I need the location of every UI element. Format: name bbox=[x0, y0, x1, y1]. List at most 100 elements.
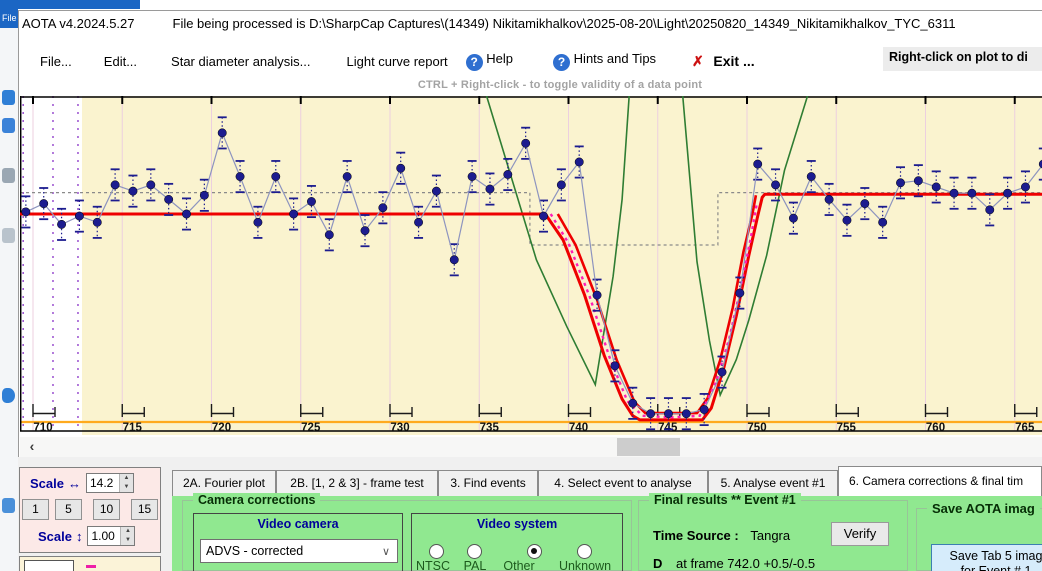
scale-v-spinner[interactable]: 1.00 ▲ ▼ bbox=[87, 526, 136, 546]
menu-exit[interactable]: ✗ Exit ... bbox=[692, 53, 755, 70]
data-point[interactable] bbox=[182, 209, 191, 219]
spinner-up-icon[interactable]: ▲ bbox=[119, 474, 133, 483]
data-point[interactable] bbox=[324, 230, 334, 240]
data-point[interactable] bbox=[485, 184, 495, 194]
data-point[interactable] bbox=[699, 405, 709, 414]
data-point[interactable] bbox=[253, 217, 263, 227]
data-point[interactable] bbox=[664, 409, 673, 419]
menu-help[interactable]: ? Help bbox=[465, 51, 513, 71]
data-point[interactable] bbox=[878, 217, 888, 227]
data-point[interactable] bbox=[74, 211, 84, 221]
data-point[interactable] bbox=[896, 178, 905, 188]
video-camera-dropdown[interactable]: ADVS - corrected ∨ bbox=[200, 539, 398, 563]
data-point[interactable] bbox=[521, 138, 531, 148]
radio-unknown[interactable] bbox=[577, 544, 592, 559]
data-point[interactable] bbox=[592, 290, 602, 300]
data-point[interactable] bbox=[128, 186, 138, 196]
scroll-left-button[interactable]: ‹ bbox=[29, 438, 35, 454]
scrollbar-thumb[interactable] bbox=[617, 438, 680, 456]
scale-h-spinner[interactable]: 14.2 ▲ ▼ bbox=[85, 473, 134, 493]
scale-v-value[interactable]: 1.00 bbox=[91, 529, 115, 543]
data-point[interactable] bbox=[842, 215, 852, 225]
data-point[interactable] bbox=[414, 217, 424, 227]
data-point[interactable] bbox=[92, 217, 102, 227]
scale-preset-15[interactable]: 15 bbox=[131, 499, 158, 520]
data-point[interactable] bbox=[539, 211, 548, 221]
data-point[interactable] bbox=[39, 199, 49, 209]
verify-button[interactable]: Verify bbox=[831, 522, 889, 546]
tab-2a-fourier-plot[interactable]: 2A. Fourier plot bbox=[172, 470, 276, 496]
data-point[interactable] bbox=[628, 398, 638, 408]
menu-star-diameter[interactable]: Star diameter analysis... bbox=[171, 53, 311, 69]
data-point[interactable] bbox=[574, 157, 584, 167]
save-tab5-image-button[interactable]: Save Tab 5 imag for Event # 1 bbox=[931, 544, 1042, 571]
data-point[interactable] bbox=[110, 180, 120, 190]
data-point[interactable] bbox=[717, 367, 727, 377]
data-point[interactable] bbox=[1038, 159, 1042, 169]
data-point[interactable] bbox=[449, 255, 459, 265]
data-point[interactable] bbox=[913, 176, 923, 186]
data-point[interactable] bbox=[378, 203, 388, 213]
data-point[interactable] bbox=[289, 209, 299, 219]
data-point[interactable] bbox=[985, 205, 995, 215]
data-point[interactable] bbox=[931, 182, 941, 192]
data-point[interactable] bbox=[146, 180, 156, 190]
data-point[interactable] bbox=[860, 199, 870, 209]
radio-ntsc[interactable] bbox=[429, 544, 444, 559]
data-point[interactable] bbox=[503, 170, 513, 179]
radio-pal[interactable] bbox=[467, 544, 482, 559]
data-point[interactable] bbox=[57, 219, 67, 229]
data-point[interactable] bbox=[360, 226, 370, 236]
app-version-title: AOTA v4.2024.5.27 bbox=[22, 16, 135, 31]
data-point[interactable] bbox=[307, 197, 316, 206]
data-point[interactable] bbox=[949, 188, 959, 198]
light-curve-plot[interactable]: 710 715 720 725 730 735 740 745 750 755 760 765 bbox=[20, 96, 1042, 435]
data-point[interactable] bbox=[646, 409, 656, 419]
data-point[interactable] bbox=[610, 361, 620, 371]
data-point[interactable] bbox=[1021, 182, 1030, 192]
data-point[interactable] bbox=[21, 207, 31, 217]
data-point[interactable] bbox=[735, 288, 745, 298]
spinner-down-icon[interactable]: ▼ bbox=[121, 536, 135, 545]
x-tick-bracket bbox=[567, 404, 592, 417]
data-point[interactable] bbox=[217, 128, 227, 138]
data-point[interactable] bbox=[788, 213, 798, 223]
background-window-strip bbox=[0, 0, 18, 571]
data-point[interactable] bbox=[431, 186, 441, 196]
data-point[interactable] bbox=[1003, 188, 1013, 198]
data-point[interactable] bbox=[967, 188, 977, 198]
tab-4-select-event[interactable]: 4. Select event to analyse bbox=[538, 470, 708, 496]
tab-3-find-events[interactable]: 3. Find events bbox=[438, 470, 538, 496]
data-point[interactable] bbox=[681, 409, 691, 419]
menu-light-curve-report[interactable]: Light curve report bbox=[346, 53, 448, 69]
plot-scrollbar[interactable]: ‹ bbox=[20, 437, 1042, 457]
data-point[interactable] bbox=[271, 172, 281, 182]
partial-input-field[interactable] bbox=[24, 560, 74, 571]
data-point[interactable] bbox=[753, 159, 763, 169]
data-point[interactable] bbox=[235, 172, 245, 182]
scale-preset-5[interactable]: 5 bbox=[55, 499, 82, 520]
spinner-up-icon[interactable]: ▲ bbox=[121, 527, 135, 536]
x-tick-label: 755 bbox=[837, 422, 857, 434]
scale-preset-1[interactable]: 1 bbox=[22, 499, 49, 520]
data-point[interactable] bbox=[199, 190, 209, 200]
background-file-tab[interactable]: File bbox=[0, 9, 18, 28]
radio-other[interactable] bbox=[527, 544, 542, 559]
tab-6-camera-corrections[interactable]: 6. Camera corrections & final tim bbox=[838, 466, 1042, 496]
menu-edit[interactable]: Edit... bbox=[103, 53, 138, 69]
data-point[interactable] bbox=[396, 163, 406, 173]
data-point[interactable] bbox=[342, 172, 352, 182]
data-point[interactable] bbox=[164, 194, 174, 204]
data-point[interactable] bbox=[771, 180, 781, 190]
scale-h-value[interactable]: 14.2 bbox=[89, 476, 114, 490]
data-point[interactable] bbox=[824, 194, 834, 204]
data-point[interactable] bbox=[806, 172, 816, 182]
tab-2b-frame-test[interactable]: 2B. [1, 2 & 3] - frame test bbox=[276, 470, 438, 496]
data-point[interactable] bbox=[467, 172, 477, 182]
spinner-down-icon[interactable]: ▼ bbox=[119, 483, 133, 492]
tab-5-analyse-event[interactable]: 5. Analyse event #1 bbox=[708, 470, 838, 496]
data-point[interactable] bbox=[556, 180, 566, 190]
menu-hints[interactable]: ? Hints and Tips bbox=[553, 51, 656, 71]
scale-preset-10[interactable]: 10 bbox=[93, 499, 120, 520]
menu-file[interactable]: File... bbox=[40, 53, 72, 69]
